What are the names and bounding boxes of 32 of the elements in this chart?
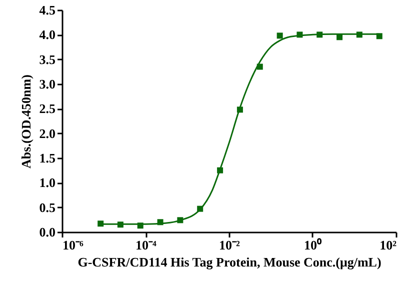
x-tick-label: 10⁰ xyxy=(304,238,322,252)
point xyxy=(336,34,343,40)
point xyxy=(157,219,164,226)
x-axis-title: G-CSFR/CD114 His Tag Protein, Mouse Conc.(μg/mL) xyxy=(78,254,382,270)
point xyxy=(376,33,382,40)
y-tick-label: 1.5 xyxy=(39,150,56,166)
y-tick-label: 4.5 xyxy=(39,2,56,18)
y-axis-title: Abs.(OD.450nm) xyxy=(18,74,34,168)
y-tick-label: 3.0 xyxy=(39,76,56,92)
point xyxy=(197,206,204,212)
point xyxy=(117,222,124,228)
x-tick-label: 10⁻² xyxy=(219,238,240,252)
point xyxy=(276,32,283,39)
point xyxy=(256,64,263,70)
y-tick-label: 1.0 xyxy=(39,175,56,190)
point xyxy=(177,217,184,224)
point xyxy=(217,167,224,174)
x-tick-label: 10² xyxy=(380,238,397,252)
y-tick-label: 0.5 xyxy=(39,200,56,215)
x-tick-label: 10⁻⁴ xyxy=(136,238,157,252)
point xyxy=(98,220,104,227)
point xyxy=(296,32,303,38)
point xyxy=(137,222,144,229)
point xyxy=(236,106,243,113)
y-tick-label: 0.0 xyxy=(39,224,56,240)
y-tick-label: 3.5 xyxy=(39,52,56,67)
y-tick-label: 2.5 xyxy=(39,101,56,116)
x-tick-label: 10⁻⁶ xyxy=(62,238,84,252)
point xyxy=(316,32,323,38)
y-tick-label: 4.0 xyxy=(39,27,56,42)
y-tick-label: 2.0 xyxy=(39,126,56,141)
point xyxy=(356,32,362,38)
